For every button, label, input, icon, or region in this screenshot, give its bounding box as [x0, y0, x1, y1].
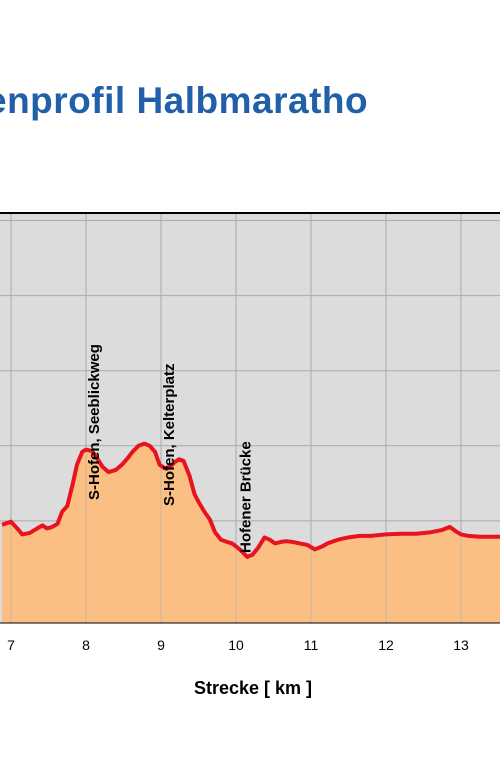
elevation-area: [2, 443, 500, 623]
annotation-label: Hofener Brücke: [238, 441, 255, 553]
elevation-line: [1, 441, 500, 559]
annotations: S-Hofen, Seeblickweg S-Hofen, Kelterplatz…: [86, 344, 255, 553]
x-tick-label-8: 8: [82, 637, 90, 653]
x-tick-label-12: 12: [378, 637, 394, 653]
x-tick-label-7: 7: [7, 637, 15, 653]
x-tick-label-11: 11: [304, 637, 319, 653]
annotation-label: S-Hofen, Kelterplatz: [161, 363, 178, 506]
chart-title: enprofil Halbmaratho: [0, 80, 369, 121]
x-axis-ticks: 7 8 9 10 11 12 13: [7, 637, 469, 653]
x-tick-label-9: 9: [157, 637, 165, 653]
annotation-label: S-Hofen, Seeblickweg: [86, 344, 103, 500]
x-tick-label-13: 13: [453, 637, 469, 653]
x-axis-label: Strecke [ km ]: [194, 678, 312, 698]
x-tick-label-10: 10: [228, 637, 244, 653]
